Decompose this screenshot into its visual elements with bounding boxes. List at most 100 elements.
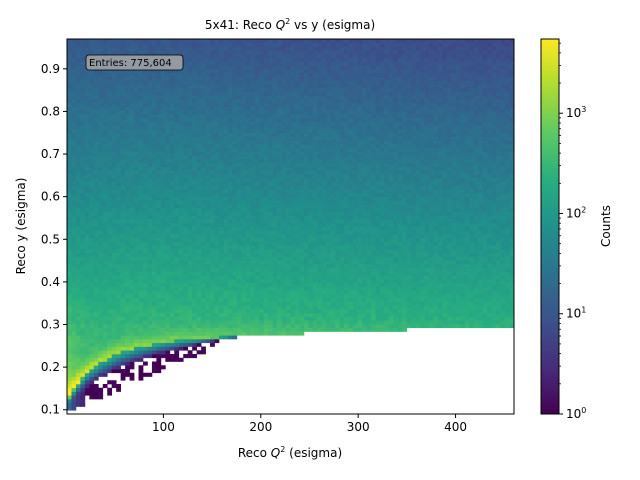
heatmap-cell <box>116 226 121 231</box>
heatmap-cell <box>111 204 117 209</box>
heatmap-cell <box>125 196 130 201</box>
heatmap-cell <box>263 91 269 96</box>
heatmap-cell <box>227 80 233 85</box>
heatmap-cell <box>196 162 202 167</box>
heatmap-cell <box>80 76 86 81</box>
heatmap-cell <box>125 316 130 321</box>
heatmap-cell <box>286 290 291 295</box>
heatmap-cell <box>71 249 77 254</box>
heatmap-cell <box>277 219 282 224</box>
heatmap-cell <box>169 189 175 194</box>
heatmap-cell <box>236 271 242 276</box>
heatmap-cell <box>142 46 148 51</box>
heatmap-cell <box>210 196 215 201</box>
heatmap-cell <box>326 309 332 314</box>
heatmap-cell <box>178 309 184 314</box>
heatmap-cell <box>120 155 126 160</box>
heatmap-cell <box>107 237 113 242</box>
heatmap-cell <box>98 361 104 366</box>
heatmap-cell <box>286 264 291 269</box>
heatmap-cell <box>89 395 95 400</box>
heatmap-cell <box>232 147 238 152</box>
heatmap-cell <box>263 181 269 186</box>
heatmap-cell <box>84 369 90 374</box>
heatmap-cell <box>147 159 153 164</box>
heatmap-cell <box>263 87 269 92</box>
heatmap-cell <box>67 339 72 344</box>
heatmap-cell <box>281 267 287 272</box>
heatmap-cell <box>277 249 282 254</box>
heatmap-cell <box>321 87 327 92</box>
heatmap-cell <box>134 177 139 182</box>
heatmap-cell <box>227 264 233 269</box>
heatmap-cell <box>205 312 211 317</box>
heatmap-cell <box>245 110 251 115</box>
heatmap-cell <box>160 339 166 344</box>
heatmap-cell <box>67 147 72 152</box>
heatmap-cell <box>201 147 206 152</box>
heatmap-cell <box>71 346 77 351</box>
heatmap-cell <box>286 200 291 205</box>
heatmap-cell <box>218 159 224 164</box>
heatmap-cell <box>299 331 305 336</box>
heatmap-cell <box>254 196 260 201</box>
heatmap-cell <box>308 275 314 280</box>
heatmap-cell <box>201 320 206 325</box>
heatmap-cell <box>174 185 180 190</box>
heatmap-cell <box>308 189 314 194</box>
heatmap-cell <box>192 144 197 149</box>
heatmap-cell <box>205 151 211 156</box>
heatmap-cell <box>183 125 189 130</box>
heatmap-cell <box>147 260 153 265</box>
heatmap-cell <box>138 264 144 269</box>
heatmap-cell <box>89 106 95 111</box>
heatmap-cell <box>89 312 95 317</box>
heatmap-cell <box>205 222 211 227</box>
heatmap-cell <box>227 61 233 66</box>
heatmap-cell <box>80 399 86 404</box>
heatmap-cell <box>272 196 278 201</box>
heatmap-cell <box>218 264 224 269</box>
heatmap-cell <box>277 54 282 59</box>
heatmap-cell <box>236 324 242 329</box>
heatmap-cell <box>223 215 229 220</box>
heatmap-cell <box>165 121 171 126</box>
heatmap-cell <box>259 136 265 141</box>
heatmap-cell <box>169 286 175 291</box>
heatmap-cell <box>317 271 323 276</box>
heatmap-cell <box>201 279 206 284</box>
heatmap-cell <box>259 267 265 272</box>
heatmap-cell <box>169 162 175 167</box>
heatmap-cell <box>142 256 148 261</box>
heatmap-cell <box>205 249 211 254</box>
heatmap-cell <box>259 219 265 224</box>
heatmap-cell <box>156 320 162 325</box>
heatmap-cell <box>125 369 130 374</box>
heatmap-cell <box>299 271 305 276</box>
heatmap-cell <box>134 249 139 254</box>
heatmap-cell <box>232 282 238 287</box>
heatmap-cell <box>134 185 139 190</box>
heatmap-cell <box>205 211 211 216</box>
heatmap-cell <box>272 132 278 137</box>
heatmap-cell <box>286 316 291 321</box>
heatmap-cell <box>71 192 77 197</box>
heatmap-cell <box>98 136 104 141</box>
heatmap-cell <box>71 151 77 156</box>
heatmap-cell <box>286 189 291 194</box>
heatmap-cell <box>232 170 238 175</box>
heatmap-cell <box>205 245 211 250</box>
heatmap-cell <box>290 301 296 306</box>
heatmap-cell <box>232 99 238 104</box>
heatmap-cell <box>165 211 171 216</box>
heatmap-cell <box>286 181 291 186</box>
heatmap-cell <box>165 294 171 299</box>
heatmap-cell <box>196 226 202 231</box>
heatmap-cell <box>192 54 197 59</box>
heatmap-cell <box>223 110 229 115</box>
heatmap-cell <box>317 245 323 250</box>
heatmap-cell <box>223 279 229 284</box>
heatmap-cell <box>227 129 233 134</box>
heatmap-cell <box>125 155 130 160</box>
heatmap-cell <box>71 196 77 201</box>
